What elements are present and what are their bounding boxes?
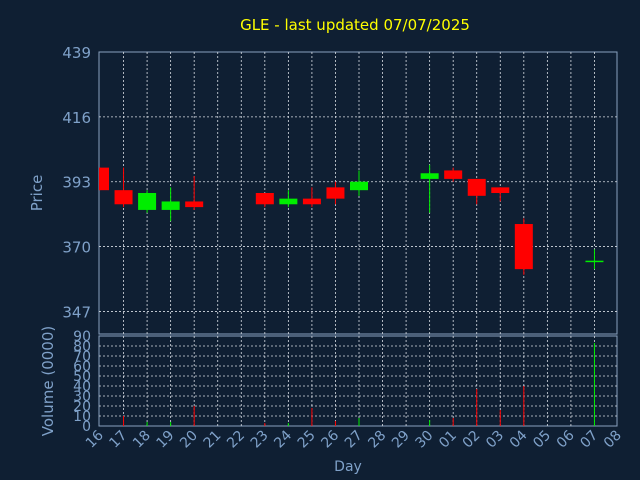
day-tick-label: 22 xyxy=(224,428,248,452)
day-tick-label: 23 xyxy=(248,428,272,452)
day-tick-label: 24 xyxy=(271,427,295,451)
candle-body xyxy=(444,170,463,179)
volume-tick-label: 30 xyxy=(73,389,91,405)
candle-body xyxy=(350,181,368,191)
candle-body xyxy=(255,193,274,205)
volume-tick-label: 80 xyxy=(73,339,91,355)
candle-body xyxy=(138,193,157,210)
volume-tick-label: 50 xyxy=(73,369,91,385)
day-tick-label: 21 xyxy=(201,428,225,452)
day-tick-label: 18 xyxy=(130,428,154,452)
day-tick-label: 27 xyxy=(342,428,366,452)
day-tick-label: 01 xyxy=(436,428,460,452)
day-axis-label: Day xyxy=(334,459,362,475)
candle-body xyxy=(99,167,109,191)
day-tick-label: 03 xyxy=(483,428,507,452)
day-tick-label: 20 xyxy=(177,428,201,452)
candle-body xyxy=(420,173,439,179)
day-tick-label: 28 xyxy=(365,428,389,452)
volume-tick-label: 10 xyxy=(73,409,91,425)
volume-tick-label: 40 xyxy=(73,379,91,395)
candle-body xyxy=(585,260,604,263)
price-axis: 439 416 393 370 347 xyxy=(62,44,91,321)
price-tick-label: 416 xyxy=(62,109,91,127)
volume-axis-label: Volume (0000) xyxy=(39,326,57,436)
candle-body xyxy=(279,198,298,205)
candle-body xyxy=(514,224,533,270)
volume-tick-label: 20 xyxy=(73,399,91,415)
price-panel-frame xyxy=(98,51,618,335)
candle-body xyxy=(161,201,180,210)
price-axis-label: Price xyxy=(28,175,46,212)
price-tick-label: 347 xyxy=(62,303,91,321)
day-axis: 16 17 18 19 20 21 22 23 24 25 26 27 28 29 30 01 02 03 04 05… xyxy=(83,427,625,451)
candle-body xyxy=(467,178,486,196)
volume-bars xyxy=(123,343,595,426)
volume-tick-label: 70 xyxy=(73,349,91,365)
day-tick-label: 08 xyxy=(601,428,625,452)
candle-body xyxy=(185,201,204,208)
day-tick-label: 07 xyxy=(577,428,601,452)
grid-lines xyxy=(99,52,617,426)
chart-title: GLE - last updated 07/07/2025 xyxy=(240,16,470,34)
candle-body xyxy=(491,187,510,193)
day-tick-label: 04 xyxy=(507,427,531,451)
volume-panel-frame xyxy=(98,335,618,427)
price-tick-label: 393 xyxy=(62,174,91,192)
day-tick-label: 25 xyxy=(295,428,319,452)
candle-body xyxy=(114,190,133,205)
volume-tick-label: 90 xyxy=(73,329,91,345)
candle-body xyxy=(302,198,321,205)
candles xyxy=(99,164,604,275)
day-tick-label: 19 xyxy=(154,428,178,452)
day-tick-label: 26 xyxy=(318,427,342,451)
day-tick-label: 02 xyxy=(460,428,484,452)
day-tick-label: 06 xyxy=(554,427,578,451)
volume-tick-label: 0 xyxy=(82,419,91,435)
candle-body xyxy=(326,187,345,199)
day-tick-label: 30 xyxy=(413,428,437,452)
day-tick-label: 29 xyxy=(389,428,413,452)
volume-tick-label: 60 xyxy=(73,359,91,375)
day-tick-label: 17 xyxy=(106,428,130,452)
price-tick-label: 370 xyxy=(62,239,91,257)
day-tick-label: 05 xyxy=(530,428,554,452)
price-tick-label: 439 xyxy=(62,44,91,62)
